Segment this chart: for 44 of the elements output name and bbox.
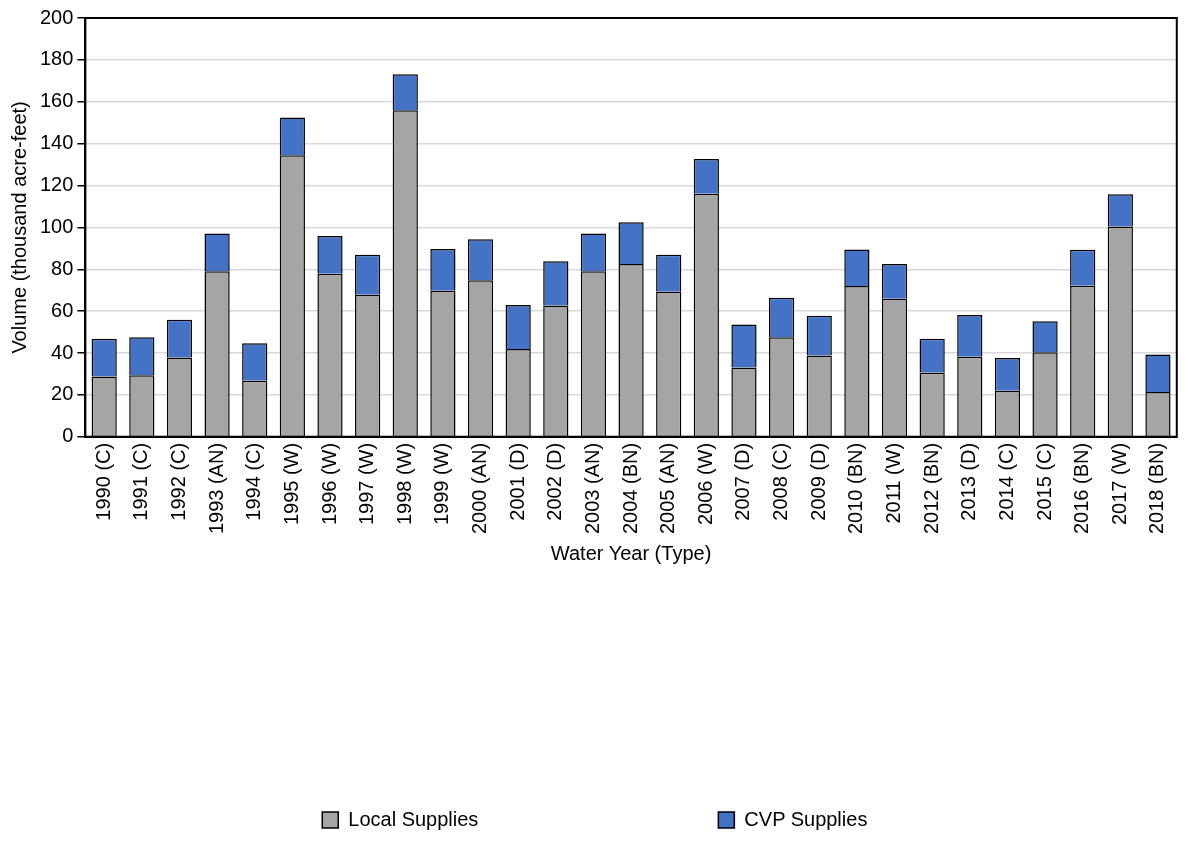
- x-tick-label: 2004 (BN): [618, 442, 641, 534]
- y-tick-label: 180: [39, 47, 74, 70]
- x-tick-label: 2013 (D): [957, 442, 980, 521]
- y-tick-label: 20: [51, 382, 74, 405]
- x-tick-label: 2018 (BN): [1145, 442, 1168, 534]
- x-tick-label: 2016 (BN): [1070, 442, 1093, 534]
- x-tick-label: 1996 (W): [317, 442, 340, 526]
- y-tick-label: 80: [51, 256, 74, 279]
- y-tick-label: 140: [39, 131, 74, 154]
- y-tick-label: 160: [39, 89, 74, 112]
- x-tick-label: 2015 (C): [1032, 442, 1055, 521]
- legend-label: CVP Supplies: [744, 807, 868, 830]
- x-tick-label: 1994 (C): [242, 442, 265, 521]
- x-tick-label: 2012 (BN): [919, 442, 942, 534]
- x-tick-label: 2009 (D): [806, 442, 829, 521]
- x-tick-label: 2008 (C): [769, 442, 792, 521]
- x-tick-label: 2014 (C): [994, 442, 1017, 521]
- x-tick-label: 1993 (AN): [204, 442, 227, 534]
- x-tick-label: 2002 (D): [543, 442, 566, 521]
- x-tick-label: 1999 (W): [430, 442, 453, 526]
- x-tick-label: 2017 (W): [1107, 442, 1130, 526]
- x-tick-label: 1990 (C): [91, 442, 114, 521]
- y-axis-title: Volume (thousand acre-feet): [7, 101, 30, 354]
- y-tick-label: 40: [51, 340, 74, 363]
- x-tick-label: 2001 (D): [505, 442, 528, 521]
- x-tick-label: 1997 (W): [355, 442, 378, 526]
- x-tick-label: 1995 (W): [279, 442, 302, 526]
- y-tick-label: 200: [39, 5, 74, 28]
- x-tick-label: 2006 (W): [693, 442, 716, 526]
- y-tick-label: 60: [51, 298, 74, 321]
- x-tick-label: 2005 (AN): [656, 442, 679, 534]
- x-tick-label: 1998 (W): [392, 442, 415, 526]
- x-axis-title: Water Year (Type): [550, 541, 712, 564]
- x-tick-label: 2007 (D): [731, 442, 754, 521]
- y-tick-label: 100: [39, 214, 74, 237]
- x-tick-label: 1991 (C): [129, 442, 152, 521]
- x-tick-label: 2010 (BN): [844, 442, 867, 534]
- x-tick-label: 2000 (AN): [468, 442, 491, 534]
- y-tick-label: 0: [62, 424, 74, 447]
- x-tick-label: 2003 (AN): [580, 442, 603, 534]
- y-tick-label: 120: [39, 173, 74, 196]
- x-tick-label: 2011 (W): [882, 442, 905, 524]
- legend-label: Local Supplies: [348, 807, 479, 830]
- x-tick-label: 1992 (C): [166, 442, 189, 521]
